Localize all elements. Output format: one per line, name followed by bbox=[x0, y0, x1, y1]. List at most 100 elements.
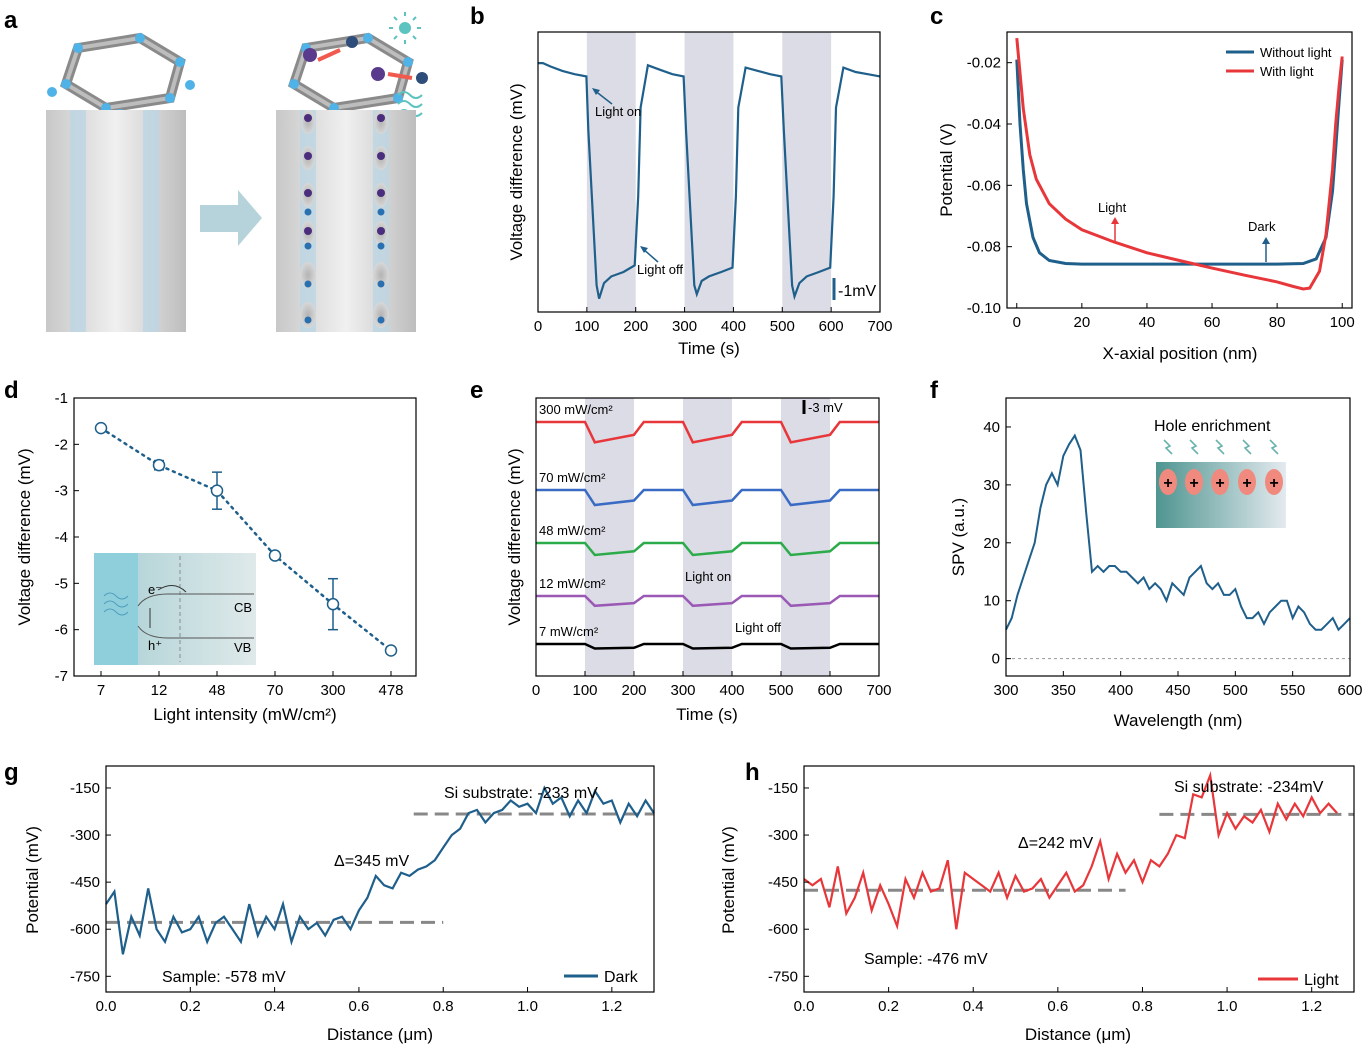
x-axis-label: Distance (μm) bbox=[1025, 1025, 1131, 1044]
annotation-sample: Sample: -578 mV bbox=[162, 969, 286, 986]
process-arrow bbox=[200, 190, 262, 246]
data-point bbox=[268, 549, 282, 562]
series-label: 12 mW/cm² bbox=[539, 576, 606, 591]
y-tick-label: -3 bbox=[55, 483, 68, 500]
x-tick-label: 400 bbox=[1108, 682, 1133, 699]
legend-label-with-light: With light bbox=[1260, 64, 1314, 79]
svg-text:+: + bbox=[1242, 475, 1251, 492]
x-tick-label: 1.0 bbox=[1217, 998, 1238, 1015]
x-tick-label: 300 bbox=[670, 682, 695, 699]
x-tick-label: 0 bbox=[532, 682, 540, 699]
x-tick-label: 0 bbox=[534, 318, 542, 335]
arrowhead-light-on bbox=[592, 88, 600, 95]
x-tick-label: 500 bbox=[770, 318, 795, 335]
x-tick-label: 0.2 bbox=[180, 998, 201, 1015]
y-tick-label: -0.10 bbox=[967, 300, 1001, 317]
scale-bar-label: -1mV bbox=[838, 283, 877, 300]
svg-text:+: + bbox=[1189, 475, 1198, 492]
inset-label-electron: e⁻ bbox=[148, 582, 162, 597]
x-axis-label: Light intensity (mW/cm²) bbox=[153, 705, 336, 724]
x-axis-label: Wavelength (nm) bbox=[1114, 711, 1243, 730]
y-axis-label: Voltage difference (mV) bbox=[15, 448, 34, 625]
x-tick-label: 500 bbox=[1223, 682, 1248, 699]
inset-hole-enrichment: Hole enrichment + + + + + bbox=[1154, 418, 1286, 528]
svg-text:+: + bbox=[1269, 475, 1278, 492]
annotation-light-on: Light on bbox=[595, 104, 641, 119]
y-tick-label: -750 bbox=[70, 968, 100, 985]
series-line bbox=[536, 541, 879, 557]
svg-text:+: + bbox=[1215, 475, 1224, 492]
x-tick-label: 100 bbox=[574, 318, 599, 335]
annotation-light-on: Light on bbox=[685, 569, 731, 584]
x-tick-label: 400 bbox=[721, 318, 746, 335]
y-tick-label: -0.04 bbox=[967, 116, 1001, 133]
series-label: 7 mW/cm² bbox=[539, 624, 599, 639]
series-line bbox=[1015, 59, 1344, 266]
x-tick-label: 7 bbox=[97, 682, 105, 699]
annotation-delta: Δ=345 mV bbox=[334, 853, 410, 870]
arrowhead-light-off bbox=[640, 246, 648, 253]
framework-molecule-left bbox=[47, 32, 195, 123]
y-tick-label: -300 bbox=[70, 827, 100, 844]
plot-frame bbox=[535, 397, 880, 677]
y-tick-label: -450 bbox=[768, 874, 798, 891]
x-tick-label: 300 bbox=[672, 318, 697, 335]
x-tick-label: 700 bbox=[866, 682, 891, 699]
panel-a: a bbox=[4, 7, 428, 332]
x-tick-label: 200 bbox=[621, 682, 646, 699]
x-tick-label: 0.2 bbox=[878, 998, 899, 1015]
panel-label-e: e bbox=[470, 377, 483, 404]
annotation-delta: Δ=242 mV bbox=[1018, 835, 1094, 852]
y-axis-label: Potential (mV) bbox=[719, 826, 738, 934]
panel-label-b: b bbox=[470, 3, 485, 30]
x-tick-label: 0.4 bbox=[963, 998, 984, 1015]
plot-frame bbox=[105, 765, 655, 993]
series-line bbox=[1015, 37, 1344, 291]
x-tick-label: 48 bbox=[209, 682, 226, 699]
y-axis-label: SPV (a.u.) bbox=[949, 498, 968, 576]
series-line bbox=[105, 785, 655, 955]
scale-bar-label: -3 mV bbox=[808, 400, 843, 415]
legend-label-light: Light bbox=[1304, 972, 1339, 989]
x-tick-label: 478 bbox=[378, 682, 403, 699]
plot-frame bbox=[537, 31, 881, 313]
x-tick-label: 20 bbox=[1074, 314, 1091, 331]
x-tick-label: 12 bbox=[151, 682, 168, 699]
y-tick-label: -450 bbox=[70, 874, 100, 891]
x-tick-label: 40 bbox=[1139, 314, 1156, 331]
x-tick-label: 0.8 bbox=[1132, 998, 1153, 1015]
y-axis-label: Voltage difference (mV) bbox=[505, 448, 524, 625]
legend-label-without-light: Without light bbox=[1260, 45, 1332, 60]
x-axis-label: Distance (μm) bbox=[327, 1025, 433, 1044]
x-axis-label: Time (s) bbox=[678, 339, 740, 358]
x-tick-label: 1.2 bbox=[601, 998, 622, 1015]
x-tick-label: 700 bbox=[867, 318, 892, 335]
x-tick-label: 400 bbox=[719, 682, 744, 699]
y-tick-label: 10 bbox=[983, 593, 1000, 610]
tube-left bbox=[46, 110, 186, 332]
data-point bbox=[94, 421, 108, 435]
series-line bbox=[536, 420, 879, 444]
x-tick-label: 1.0 bbox=[517, 998, 538, 1015]
data-point bbox=[210, 484, 224, 497]
panel-c-chart: 0 20 40 60 80 100 -0.10 -0.08 -0.06 -0.04 -0.02 X… bbox=[937, 31, 1355, 363]
y-tick-label: -300 bbox=[768, 827, 798, 844]
panel-h-chart: 0.0 0.2 0.4 0.6 0.8 1.0 1.2 -750 -600 -450 -300 -1… bbox=[719, 765, 1355, 1044]
x-axis-label: X-axial position (nm) bbox=[1103, 344, 1258, 363]
panel-label-c: c bbox=[930, 3, 943, 30]
framework-molecule-right bbox=[287, 32, 428, 114]
y-tick-label: -600 bbox=[70, 921, 100, 938]
y-tick-label: -750 bbox=[768, 968, 798, 985]
x-tick-label: 600 bbox=[819, 318, 844, 335]
y-tick-label: -1 bbox=[55, 390, 68, 407]
series-line bbox=[536, 594, 879, 608]
x-tick-label: 100 bbox=[572, 682, 597, 699]
plot-frame bbox=[1005, 397, 1351, 677]
y-tick-label: 0 bbox=[992, 651, 1000, 668]
x-tick-label: 0.6 bbox=[348, 998, 369, 1015]
x-tick-label: 0.4 bbox=[264, 998, 285, 1015]
y-tick-label: -4 bbox=[55, 529, 68, 546]
series-label: 70 mW/cm² bbox=[539, 470, 606, 485]
y-tick-label: 20 bbox=[983, 535, 1000, 552]
panel-g-chart: 0.0 0.2 0.4 0.6 0.8 1.0 1.2 -750 -600 -450 -300 -1… bbox=[23, 765, 655, 1044]
